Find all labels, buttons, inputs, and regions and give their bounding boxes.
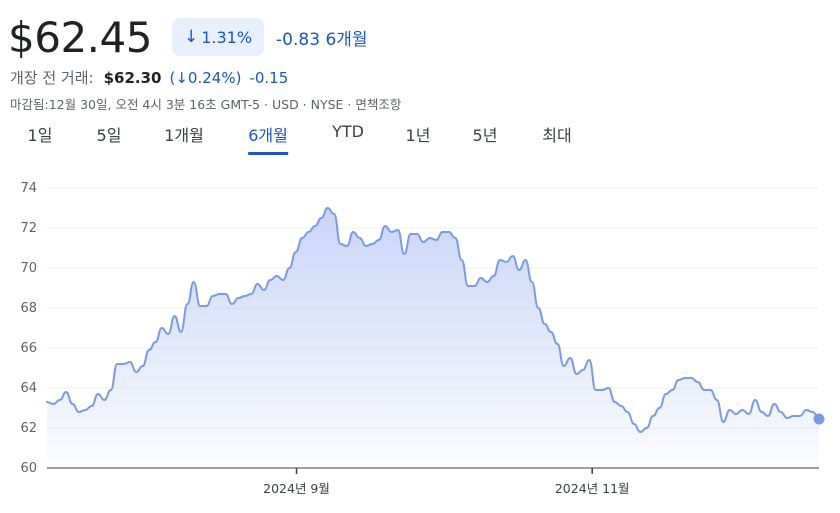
y-tick-label: 62 <box>20 421 37 436</box>
arrow-down-icon: ↓ <box>175 68 188 87</box>
premarket-change: -0.15 <box>249 68 289 87</box>
change-summary: -0.83 6개월 <box>276 25 368 50</box>
y-tick-label: 66 <box>20 341 37 356</box>
market-meta: 마감됨:12월 30일, 오전 4시 3분 16초 GMT-5 · USD · … <box>10 97 402 112</box>
y-tick-label: 70 <box>20 261 37 276</box>
change-percent-badge: ↓ 1.31% <box>171 18 265 56</box>
premarket-percent-value: 0.24% <box>187 68 236 87</box>
tab-5d[interactable]: 5일 <box>96 126 122 145</box>
premarket-percent: (↓0.24%) <box>169 68 242 87</box>
tab-max[interactable]: 최대 <box>542 126 572 145</box>
tab-5y[interactable]: 5년 <box>472 126 498 145</box>
tab-6m[interactable]: 6개월 <box>248 122 288 155</box>
premarket-label: 개장 전 거래: <box>10 69 94 87</box>
arrow-down-icon: ↓ <box>183 27 199 47</box>
price-row: $62.45 ↓ 1.31% -0.83 6개월 <box>8 10 368 64</box>
tab-1d[interactable]: 1일 <box>27 126 53 145</box>
y-axis-labels: 60 62 64 66 68 70 72 74 <box>20 181 37 476</box>
y-tick-label: 72 <box>20 221 37 236</box>
y-tick-label: 74 <box>20 181 37 196</box>
tab-1m[interactable]: 1개월 <box>164 126 204 145</box>
change-absolute: -0.83 <box>276 29 321 50</box>
tab-1y[interactable]: 1년 <box>405 126 431 145</box>
x-tick-label: 2024년 9월 <box>263 481 330 496</box>
last-price-dot <box>813 413 825 425</box>
change-period: 6개월 <box>325 29 368 50</box>
x-axis-ticks: 2024년 9월 2024년 11월 <box>263 468 630 496</box>
y-tick-label: 60 <box>20 461 37 476</box>
x-tick-label: 2024년 11월 <box>555 481 630 496</box>
premarket-price: $62.30 <box>103 68 162 87</box>
tab-ytd[interactable]: YTD <box>332 122 364 141</box>
price-chart[interactable]: 60 62 64 66 68 70 72 74 2024년 9월 2024년 11월 <box>0 170 840 513</box>
premarket-row: 개장 전 거래: $62.30 (↓0.24%) -0.15 <box>10 67 288 88</box>
y-tick-label: 68 <box>20 301 37 316</box>
change-percent: 1.31% <box>201 27 253 47</box>
y-tick-label: 64 <box>20 381 37 396</box>
price-line <box>46 207 820 433</box>
price-area <box>47 208 819 468</box>
current-price: $62.45 <box>8 12 152 62</box>
